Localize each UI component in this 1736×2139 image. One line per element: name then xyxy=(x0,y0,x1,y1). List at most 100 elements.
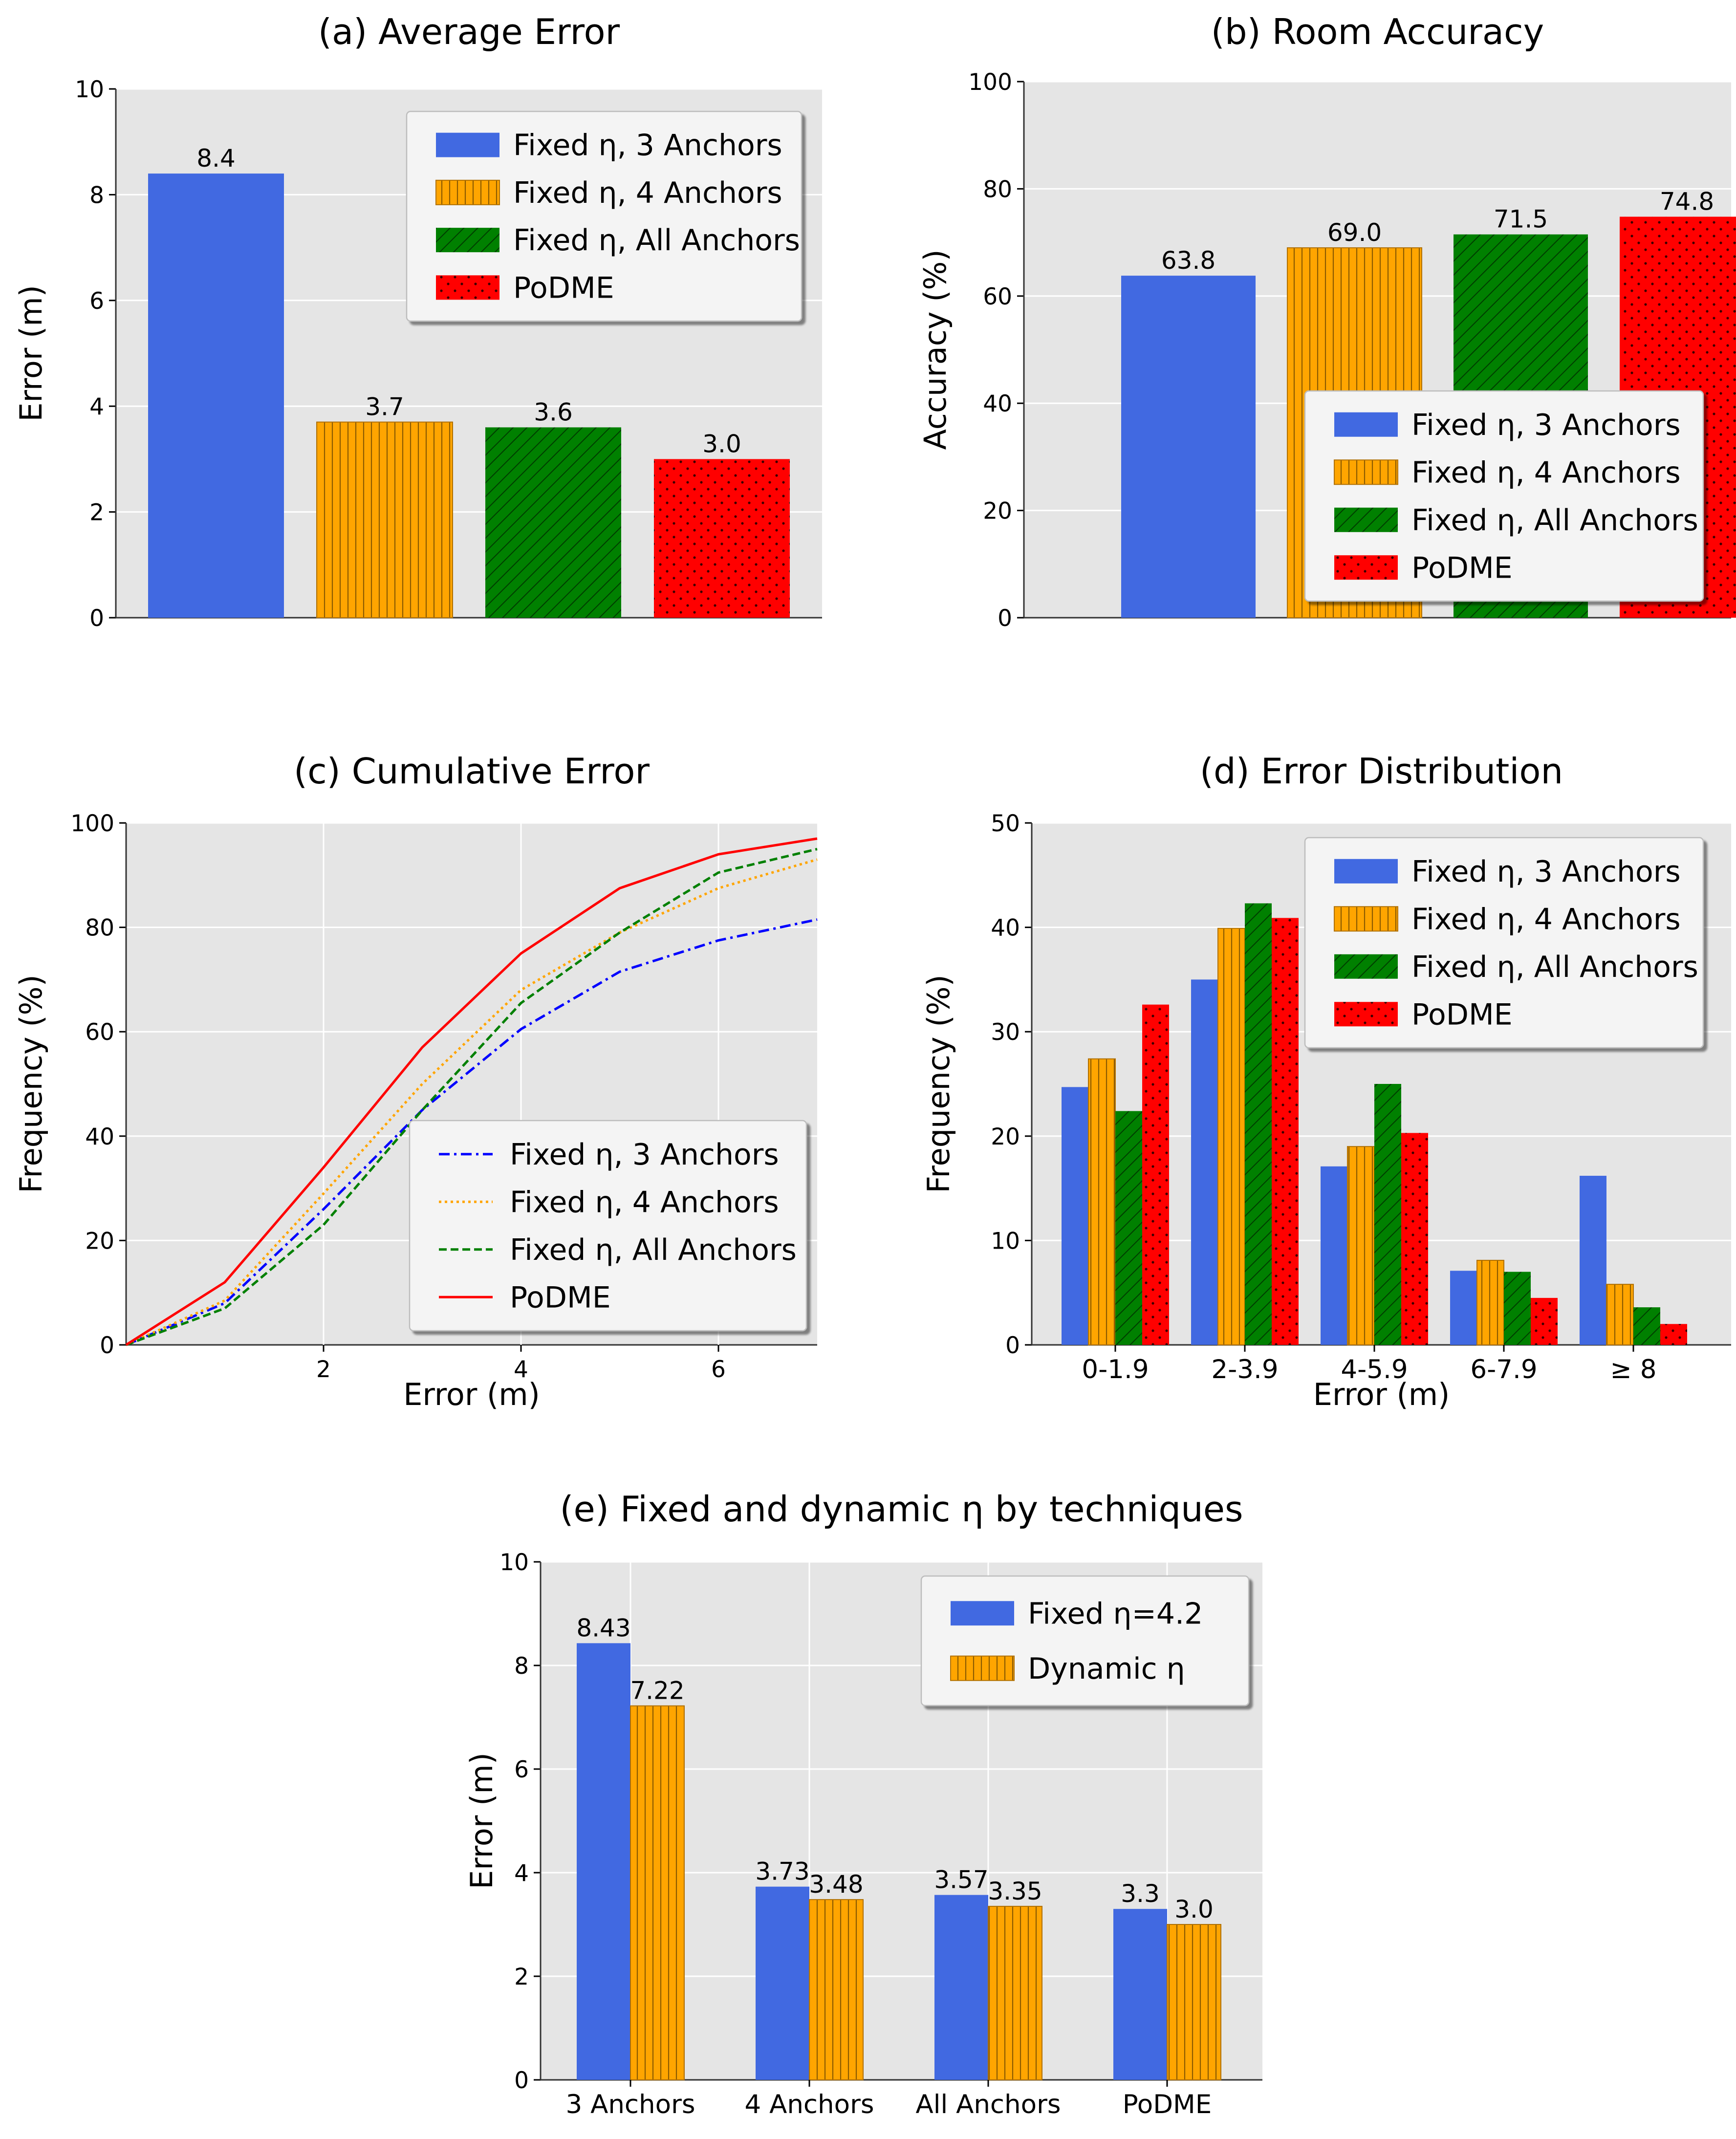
bar xyxy=(577,1643,630,2080)
y-tick-label: 40 xyxy=(983,390,1012,417)
x-tick-label: 4 xyxy=(514,1356,528,1383)
legend-entry: Dynamic η xyxy=(1028,1652,1185,1686)
legend-box xyxy=(920,1575,1250,1707)
bar xyxy=(316,421,453,618)
y-axis-label: Error (m) xyxy=(464,1752,499,1889)
bar xyxy=(1142,1004,1169,1345)
x-tick-label: 6 xyxy=(711,1356,726,1383)
legend-entry: Fixed η, 3 Anchors xyxy=(510,1138,779,1172)
y-tick-label: 4 xyxy=(89,393,104,420)
bar xyxy=(1660,1324,1687,1345)
bar xyxy=(1245,903,1272,1345)
bar xyxy=(1374,1084,1401,1345)
legend-swatch xyxy=(1334,555,1398,580)
bar xyxy=(1088,1058,1116,1346)
legend-swatch xyxy=(436,132,499,157)
x-axis-label: Error (m) xyxy=(1313,1377,1450,1412)
legend-entry: PoDME xyxy=(510,1280,611,1315)
x-tick-label: 4-5.9 xyxy=(1341,1355,1408,1384)
legend-entry: Fixed η, All Anchors xyxy=(1411,503,1698,538)
bar xyxy=(809,1899,864,2081)
bar-value-label: 3.0 xyxy=(702,430,741,458)
legend-swatch xyxy=(1334,906,1398,932)
y-axis-label: Frequency (%) xyxy=(921,974,956,1193)
x-tick-label: 2 xyxy=(316,1356,331,1383)
bar xyxy=(1580,1175,1606,1345)
y-tick-label: 0 xyxy=(1005,1332,1020,1359)
legend-swatch xyxy=(436,275,499,300)
bar xyxy=(1062,1087,1088,1345)
y-tick-label: 2 xyxy=(514,1964,529,1990)
legend-entry: Fixed η, 4 Anchors xyxy=(1411,455,1681,490)
y-tick-label: 8 xyxy=(89,182,104,209)
y-tick-label: 40 xyxy=(85,1124,114,1150)
bar xyxy=(1401,1133,1428,1345)
bar xyxy=(1531,1297,1558,1345)
x-tick-label: 6-7.9 xyxy=(1470,1355,1537,1384)
bar-value-label: 74.8 xyxy=(1660,187,1714,216)
y-tick-label: 20 xyxy=(983,498,1012,525)
y-tick-label: 30 xyxy=(991,1019,1020,1046)
bar xyxy=(630,1705,685,2080)
legend: Fixed η, 3 Anchors Fixed η, 4 Anchors Fixe… xyxy=(1304,837,1704,1049)
bar-value-label: 8.43 xyxy=(576,1614,630,1642)
bar-value-label: 3.3 xyxy=(1121,1880,1160,1908)
chart-cumulative-error: 0 20 40 60 80 100 (c) Cumulative Error Frequenc… xyxy=(13,751,818,1412)
y-tick-label: 80 xyxy=(85,915,114,942)
bar-value-label: 3.0 xyxy=(1174,1895,1214,1923)
legend: Fixed η, 3 Anchors Fixed η, 4 Anchors Fixe… xyxy=(406,110,803,322)
legend-swatch xyxy=(1334,507,1398,532)
bar-value-label: 69.0 xyxy=(1327,218,1382,247)
legend-box xyxy=(406,110,803,322)
legend-entry: Fixed η, All Anchors xyxy=(513,223,800,258)
bar xyxy=(148,173,284,618)
x-tick-label: 4 Anchors xyxy=(745,2090,874,2119)
chart-fixed-dynamic-eta: 0 2 4 6 8 10 (e) Fixed and dynamic η by techni… xyxy=(464,1489,1262,2119)
y-tick-label: 50 xyxy=(991,810,1020,837)
bar xyxy=(756,1886,809,2080)
chart-title: (d) Error Distribution xyxy=(1200,751,1563,792)
bar xyxy=(1113,1909,1167,2080)
x-tick-label: PoDME xyxy=(1123,2090,1212,2119)
y-tick-label: 0 xyxy=(89,605,104,632)
x-tick-label: 2-3.9 xyxy=(1211,1355,1278,1384)
legend-swatch xyxy=(436,228,499,253)
legend-entry: Fixed η=4.2 xyxy=(1028,1597,1203,1631)
bar xyxy=(1217,928,1245,1345)
y-axis-label: Accuracy (%) xyxy=(917,249,953,450)
legend-swatch xyxy=(1334,459,1398,485)
legend-box xyxy=(1304,390,1704,602)
legend-entry: Fixed η, 3 Anchors xyxy=(1411,408,1681,442)
x-tick-label: 3 Anchors xyxy=(566,2090,695,2119)
y-tick-label: 0 xyxy=(998,605,1012,632)
legend-swatch xyxy=(950,1655,1015,1681)
chart-title: (a) Average Error xyxy=(318,11,620,52)
legend-entry: Fixed η, All Anchors xyxy=(1411,950,1698,984)
chart-average-error: 0 2 4 6 8 10 (a) Average Error Error (m) 8.4 3.7 3… xyxy=(13,11,822,632)
y-tick-label: 0 xyxy=(514,2067,529,2094)
bar-value-label: 8.4 xyxy=(196,144,236,173)
bar-value-label: 3.7 xyxy=(365,393,404,421)
legend-entry: PoDME xyxy=(1411,551,1513,585)
legend: Fixed η=4.2 Dynamic η xyxy=(920,1575,1250,1707)
y-tick-label: 0 xyxy=(100,1332,114,1359)
legend-box xyxy=(1304,837,1704,1049)
bar-value-label: 3.35 xyxy=(988,1877,1042,1905)
chart-title: (c) Cumulative Error xyxy=(294,751,650,792)
bar xyxy=(1167,1924,1221,2080)
bar xyxy=(1504,1272,1531,1345)
y-tick-label: 2 xyxy=(89,499,104,526)
bar xyxy=(1321,1166,1347,1345)
bar xyxy=(1115,1111,1142,1345)
bar-value-label: 3.48 xyxy=(809,1870,863,1899)
y-tick-label: 100 xyxy=(70,810,114,837)
legend-entry: Fixed η, 4 Anchors xyxy=(513,176,782,210)
legend-entry: Fixed η, 4 Anchors xyxy=(1411,902,1681,936)
y-tick-label: 20 xyxy=(85,1228,114,1254)
y-tick-label: 10 xyxy=(499,1549,529,1576)
bar xyxy=(485,427,621,618)
legend-box xyxy=(409,1120,807,1332)
y-tick-label: 60 xyxy=(983,283,1012,310)
legend-swatch xyxy=(1334,859,1398,884)
legend-entry: Fixed η, 3 Anchors xyxy=(1411,855,1681,889)
